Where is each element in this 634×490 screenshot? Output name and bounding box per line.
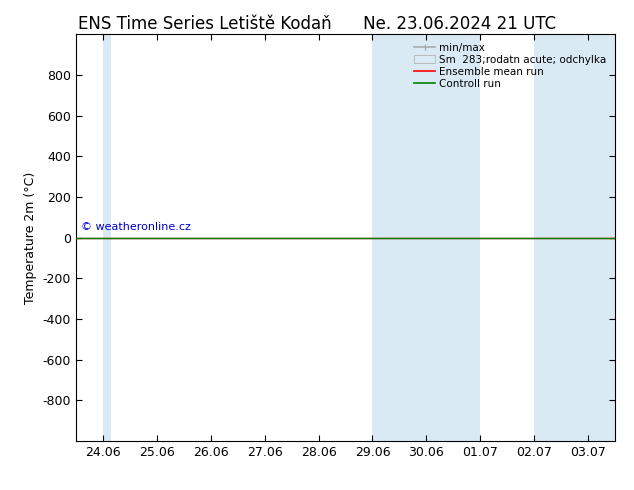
Text: ENS Time Series Letiště Kodaň      Ne. 23.06.2024 21 UTC: ENS Time Series Letiště Kodaň Ne. 23.06.… bbox=[78, 15, 556, 33]
Text: © weatheronline.cz: © weatheronline.cz bbox=[81, 221, 191, 232]
Bar bbox=[534, 34, 615, 441]
Bar bbox=[103, 34, 111, 441]
Legend: min/max, Sm  283;rodatn acute; odchylka, Ensemble mean run, Controll run: min/max, Sm 283;rodatn acute; odchylka, … bbox=[411, 40, 610, 92]
Bar bbox=[373, 34, 481, 441]
Y-axis label: Temperature 2m (°C): Temperature 2m (°C) bbox=[24, 172, 37, 304]
